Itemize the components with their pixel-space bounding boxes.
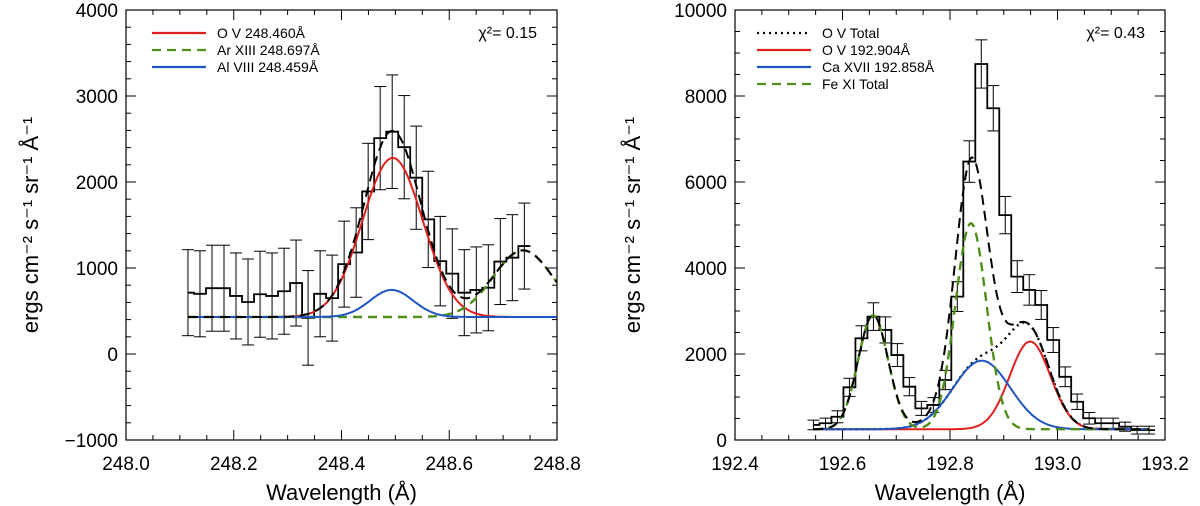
x-tick-label: 248.2 — [210, 454, 258, 475]
legend-label: O V 192.904Å — [822, 42, 911, 58]
model-curve-2 — [813, 359, 1150, 431]
x-tick-label: 248.4 — [318, 454, 366, 475]
right-panel: 192.4 192.6 192.8 193.0 193.2 0 2000 4000 6000 80… — [620, 1, 1189, 505]
chi-square-annotation: χ²= 0.43 — [1086, 25, 1145, 42]
legend-label: O V 248.460Å — [217, 25, 306, 41]
y-tick-label: 4000 — [685, 259, 727, 280]
x-tick-label: 248.8 — [533, 454, 581, 475]
x-tick-label: 192.6 — [819, 454, 867, 475]
model-curve-0 — [188, 156, 557, 318]
observed-histogram — [813, 63, 1156, 432]
model-curve-2 — [188, 288, 557, 318]
left-panel: 248.0 248.2 248.4 248.6 248.8 −1000 0 1000 2000 3… — [18, 1, 581, 505]
legend-label: Fe XI Total — [822, 76, 889, 92]
x-tick-label: 248.0 — [102, 454, 150, 475]
plot-frame — [125, 9, 558, 441]
x-tick-label: 193.2 — [1141, 454, 1189, 475]
y-tick-label: 10000 — [674, 1, 727, 22]
plot-frame — [734, 9, 1166, 441]
y-tick-label: −1000 — [65, 431, 118, 452]
legend-label: O V Total — [822, 25, 879, 41]
model-curve-1 — [188, 249, 558, 319]
total-fit-curve — [188, 129, 558, 318]
x-tick-label: 192.8 — [926, 454, 974, 475]
model-curve-3 — [813, 221, 1150, 431]
y-axis-label: ergs cm⁻² s⁻¹ sr⁻¹ Å⁻¹ — [620, 117, 645, 333]
legend-label: Al VIII 248.459Å — [217, 59, 319, 75]
total-fit-curve — [813, 156, 1150, 431]
y-tick-label: 0 — [716, 431, 727, 452]
x-tick-label: 193.0 — [1034, 454, 1082, 475]
y-tick-label: 8000 — [685, 87, 727, 108]
y-tick-label: 6000 — [685, 173, 727, 194]
y-tick-label: 3000 — [76, 87, 118, 108]
y-tick-label: 2000 — [685, 345, 727, 366]
y-tick-label: 2000 — [76, 173, 118, 194]
legend-label: Ca XVII 192.858Å — [822, 59, 935, 75]
x-axis-label: Wavelength (Å) — [266, 480, 417, 505]
x-axis-label: Wavelength (Å) — [875, 480, 1026, 505]
y-tick-label: 1000 — [76, 259, 118, 280]
y-tick-label: 0 — [107, 345, 118, 366]
legend-label: Ar XIII 248.697Å — [217, 42, 320, 58]
x-tick-label: 192.4 — [711, 454, 759, 475]
chi-square-annotation: χ²= 0.15 — [478, 25, 537, 42]
y-axis-label: ergs cm⁻² s⁻¹ sr⁻¹ Å⁻¹ — [18, 117, 43, 333]
observed-histogram — [187, 130, 531, 319]
y-tick-label: 4000 — [76, 1, 118, 22]
x-tick-label: 248.6 — [425, 454, 473, 475]
